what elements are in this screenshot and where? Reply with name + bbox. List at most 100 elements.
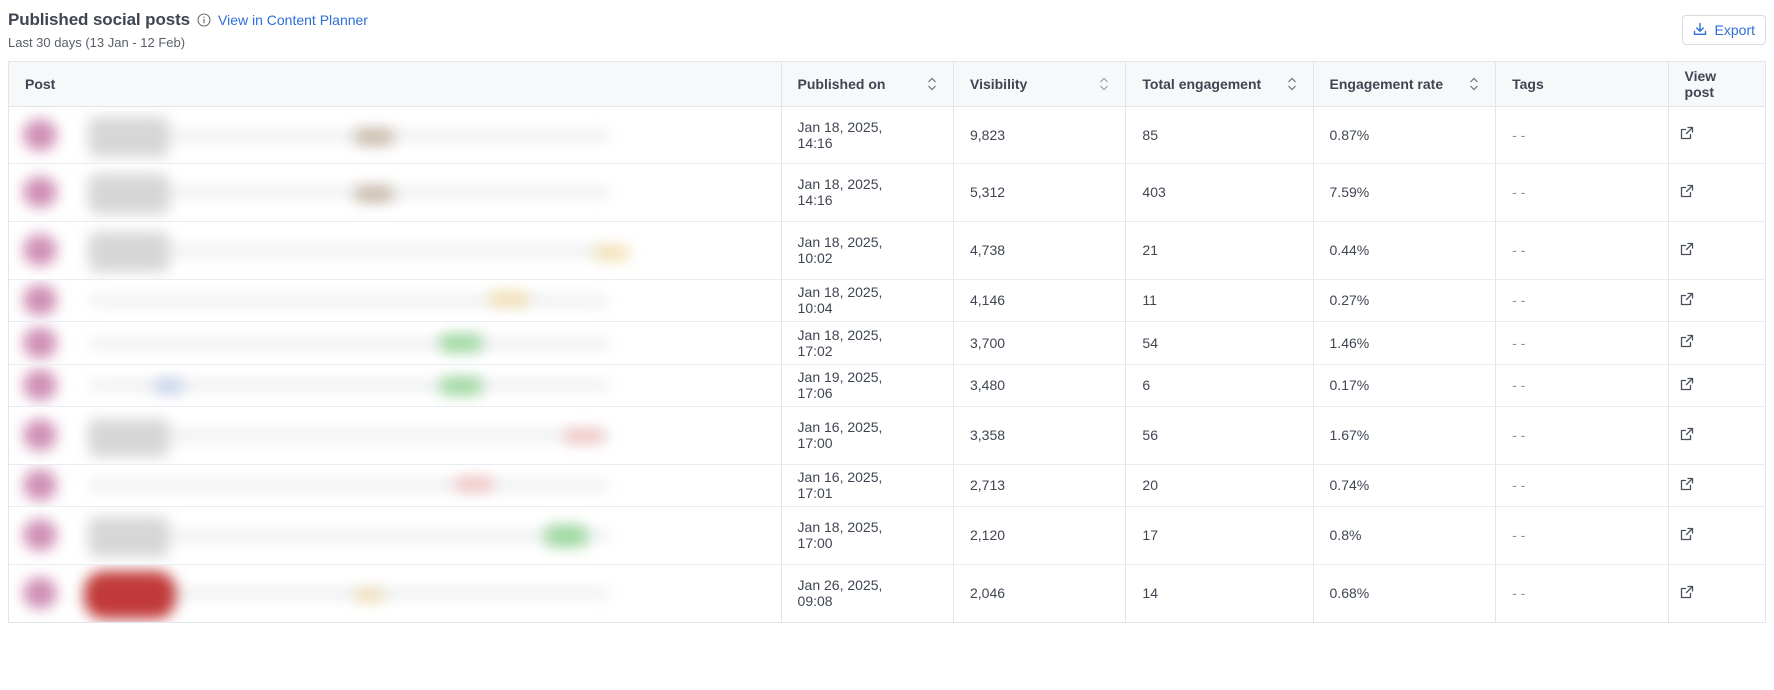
published-time: 17:01 bbox=[797, 485, 833, 501]
table-row[interactable]: Jan 18, 2025, 10:02 4,738 21 0.44% - - bbox=[9, 221, 1765, 280]
table-row[interactable]: Jan 18, 2025, 10:04 4,146 11 0.27% - - bbox=[9, 279, 1765, 322]
avatar bbox=[23, 176, 57, 208]
visibility-cell: 4,146 bbox=[952, 279, 1126, 322]
post-preview-cell[interactable] bbox=[9, 221, 782, 280]
view-post-cell bbox=[1667, 364, 1765, 407]
external-link-icon[interactable] bbox=[1679, 426, 1695, 442]
table-row[interactable]: Jan 26, 2025, 09:08 2,046 14 0.68% - - bbox=[9, 564, 1765, 622]
table-row[interactable]: Jan 16, 2025, 17:00 3,358 56 1.67% - - bbox=[9, 406, 1765, 465]
published-time: 10:04 bbox=[797, 300, 833, 316]
tags-cell: - - bbox=[1495, 564, 1669, 622]
post-image-preview bbox=[84, 570, 176, 619]
column-header-total-engagement[interactable]: Total engagement bbox=[1125, 62, 1314, 107]
table-row[interactable]: Jan 18, 2025, 14:16 9,823 85 0.87% - - bbox=[9, 106, 1765, 164]
title-row: Published social posts View in Content P… bbox=[8, 8, 1766, 32]
published-on-cell: Jan 19, 2025, 17:06 bbox=[780, 364, 954, 407]
external-link-icon[interactable] bbox=[1679, 291, 1695, 307]
published-date: Jan 26, 2025, bbox=[797, 577, 883, 593]
external-link-icon[interactable] bbox=[1679, 241, 1695, 257]
post-text-preview bbox=[89, 247, 609, 254]
column-header-engagement-rate[interactable]: Engagement rate bbox=[1312, 62, 1496, 107]
table-row[interactable]: Jan 18, 2025, 17:02 3,700 54 1.46% - - bbox=[9, 321, 1765, 365]
total-engagement-cell: 6 bbox=[1125, 364, 1314, 407]
total-engagement-cell: 11 bbox=[1125, 279, 1314, 322]
post-preview bbox=[9, 407, 781, 464]
post-preview-cell[interactable] bbox=[9, 406, 782, 465]
post-preview bbox=[9, 322, 781, 364]
post-image-preview bbox=[594, 245, 630, 260]
total-engagement-cell: 20 bbox=[1125, 464, 1314, 507]
external-link-icon[interactable] bbox=[1679, 376, 1695, 392]
date-range-subtitle: Last 30 days (13 Jan - 12 Feb) bbox=[8, 35, 186, 50]
column-header-view-post-label: View post bbox=[1684, 67, 1717, 100]
engagement-rate-cell: 1.67% bbox=[1312, 406, 1496, 465]
column-header-published-on[interactable]: Published on bbox=[780, 62, 954, 107]
published-time: 14:16 bbox=[797, 134, 833, 151]
post-preview-cell[interactable] bbox=[9, 506, 782, 565]
post-preview-cell[interactable] bbox=[9, 279, 782, 322]
sort-icon[interactable] bbox=[1287, 76, 1297, 92]
published-time: 09:08 bbox=[797, 593, 833, 609]
post-preview bbox=[9, 164, 781, 221]
external-link-icon[interactable] bbox=[1679, 333, 1695, 349]
table-row[interactable]: Jan 16, 2025, 17:01 2,713 20 0.74% - - bbox=[9, 464, 1765, 507]
external-link-icon[interactable] bbox=[1679, 183, 1695, 199]
published-date: Jan 16, 2025, bbox=[797, 469, 883, 485]
post-preview-cell[interactable] bbox=[9, 364, 782, 407]
external-link-icon[interactable] bbox=[1679, 526, 1695, 542]
visibility-cell: 3,358 bbox=[952, 406, 1126, 465]
engagement-rate-cell: 0.17% bbox=[1312, 364, 1496, 407]
total-engagement-cell: 403 bbox=[1125, 163, 1314, 222]
table-header-row: Post Published on Visibility Total engag… bbox=[9, 62, 1765, 107]
avatar bbox=[23, 519, 57, 551]
export-label: Export bbox=[1714, 22, 1755, 38]
export-button[interactable]: Export bbox=[1681, 15, 1766, 45]
sort-icon[interactable] bbox=[927, 76, 937, 92]
post-text-preview bbox=[89, 432, 609, 439]
post-image-preview bbox=[89, 231, 169, 272]
post-preview-cell[interactable] bbox=[9, 464, 782, 507]
published-date: Jan 18, 2025, bbox=[797, 519, 883, 535]
external-link-icon[interactable] bbox=[1679, 125, 1695, 141]
published-on-cell: Jan 18, 2025, 17:00 bbox=[780, 506, 954, 565]
tags-cell: - - bbox=[1495, 464, 1669, 507]
sort-icon[interactable] bbox=[1469, 76, 1479, 92]
external-link-icon[interactable] bbox=[1679, 584, 1695, 600]
tags-cell: - - bbox=[1495, 163, 1669, 222]
tags-cell: - - bbox=[1495, 364, 1669, 407]
published-time: 17:00 bbox=[797, 535, 833, 551]
tags-cell: - - bbox=[1495, 279, 1669, 322]
engagement-rate-cell: 0.68% bbox=[1312, 564, 1496, 622]
total-engagement-cell: 85 bbox=[1125, 106, 1314, 164]
published-date: Jan 19, 2025, bbox=[797, 369, 883, 385]
column-header-engagement-rate-label: Engagement rate bbox=[1329, 75, 1444, 92]
external-link-icon[interactable] bbox=[1679, 476, 1695, 492]
engagement-rate-cell: 0.8% bbox=[1312, 506, 1496, 565]
tags-cell: - - bbox=[1495, 321, 1669, 365]
tags-cell: - - bbox=[1495, 406, 1669, 465]
post-preview-cell[interactable] bbox=[9, 564, 781, 622]
avatar bbox=[23, 469, 57, 501]
engagement-rate-cell: 0.44% bbox=[1312, 221, 1496, 280]
table-row[interactable]: Jan 19, 2025, 17:06 3,480 6 0.17% - - bbox=[9, 364, 1765, 407]
view-post-cell bbox=[1667, 106, 1765, 164]
post-preview-cell[interactable] bbox=[9, 106, 782, 164]
post-preview-cell[interactable] bbox=[9, 163, 782, 222]
table-row[interactable]: Jan 18, 2025, 14:16 5,312 403 7.59% - - bbox=[9, 163, 1765, 222]
post-preview bbox=[9, 280, 781, 321]
post-preview bbox=[9, 107, 781, 163]
view-post-cell bbox=[1667, 221, 1765, 280]
column-header-visibility[interactable]: Visibility bbox=[952, 62, 1126, 107]
post-preview bbox=[9, 565, 781, 622]
column-header-visibility-label: Visibility bbox=[969, 75, 1028, 92]
engagement-rate-cell: 0.87% bbox=[1312, 106, 1496, 164]
sort-icon[interactable] bbox=[1099, 76, 1109, 92]
post-image-preview bbox=[354, 185, 394, 202]
table-row[interactable]: Jan 18, 2025, 17:00 2,120 17 0.8% - - bbox=[9, 506, 1765, 565]
post-image-preview bbox=[89, 116, 169, 157]
post-text-preview bbox=[89, 297, 609, 304]
posts-table: Post Published on Visibility Total engag… bbox=[8, 61, 1766, 623]
view-in-content-planner-link[interactable]: View in Content Planner bbox=[218, 12, 368, 28]
info-icon[interactable] bbox=[196, 12, 212, 28]
post-preview-cell[interactable] bbox=[9, 321, 782, 365]
